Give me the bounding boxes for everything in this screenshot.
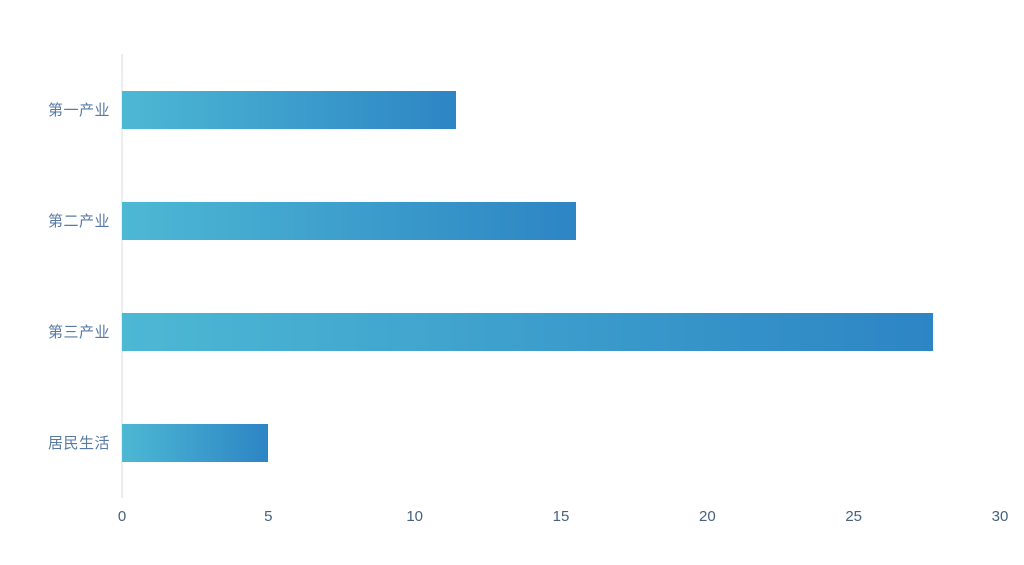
y-axis-line bbox=[121, 54, 123, 498]
category-label: 第一产业 bbox=[47, 102, 110, 119]
category-label: 第二产业 bbox=[47, 213, 110, 230]
x-tick-label: 30 bbox=[991, 508, 1009, 525]
chart-row: 第一产业 bbox=[0, 54, 1024, 165]
chart-row: 居民生活 bbox=[0, 387, 1024, 498]
bar-居民生活[interactable] bbox=[122, 423, 269, 462]
x-tick-label: 15 bbox=[552, 508, 570, 525]
bar-第二产业[interactable] bbox=[122, 201, 576, 240]
x-tick-label: 10 bbox=[406, 508, 423, 525]
x-tick-label: 25 bbox=[845, 508, 862, 525]
bar-第一产业[interactable] bbox=[122, 90, 456, 129]
chart-row: 第三产业 bbox=[0, 276, 1024, 387]
category-label: 居民生活 bbox=[47, 435, 110, 452]
bar-第三产业[interactable] bbox=[122, 312, 933, 351]
x-tick-label: 20 bbox=[698, 508, 716, 525]
x-tick-label: 0 bbox=[117, 508, 127, 525]
x-tick-label: 5 bbox=[264, 508, 273, 525]
x-axis: 0 5 10 15 20 25 30 bbox=[0, 508, 1024, 532]
category-label: 第三产业 bbox=[47, 324, 110, 341]
chart-row: 第二产业 bbox=[0, 165, 1024, 276]
